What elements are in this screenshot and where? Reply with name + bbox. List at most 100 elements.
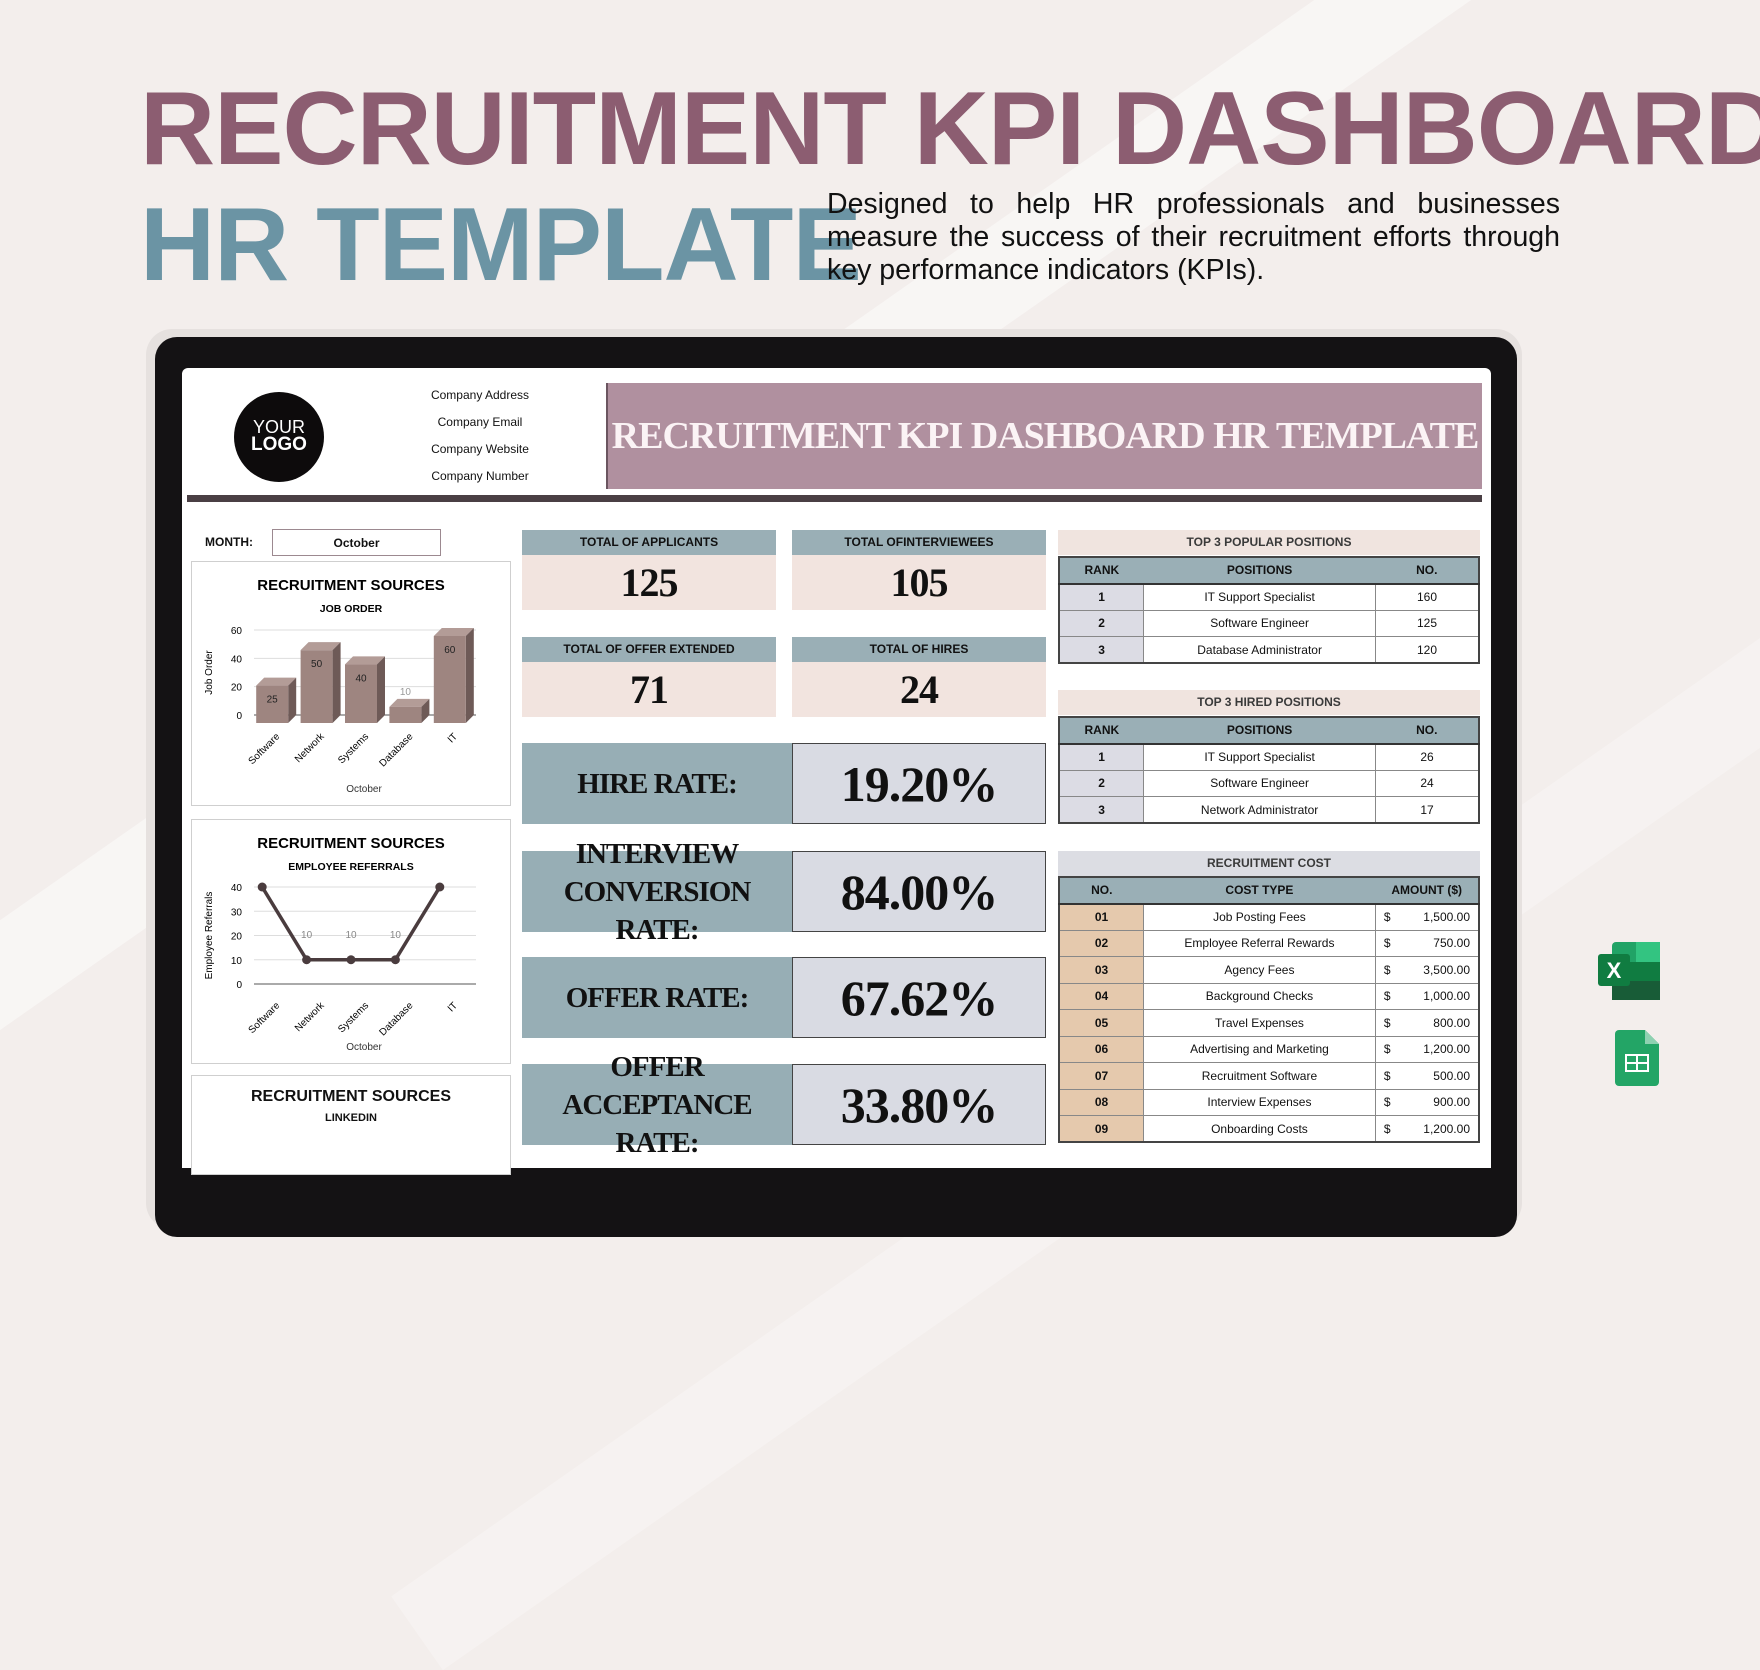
table-row: 04 Background Checks $1,000.00 (1059, 983, 1479, 1010)
hired-positions-table: RANK POSITIONS NO. 1 IT Support Specialist 26… (1058, 716, 1480, 824)
row-name: Software Engineer (1143, 610, 1377, 637)
currency-symbol: $ (1383, 910, 1391, 924)
x-tick-label: IT (446, 1000, 460, 1014)
row-name: Agency Fees (1143, 956, 1376, 984)
logo-line2: LOGO (251, 434, 307, 455)
row-amount: $3,500.00 (1375, 956, 1479, 984)
popular-positions-table: RANK POSITIONS NO. 1 IT Support Specialist 16… (1058, 556, 1480, 664)
chart-title: RECRUITMENT SOURCES (257, 835, 445, 852)
row-amount: $750.00 (1375, 930, 1479, 957)
currency-symbol: $ (1383, 989, 1391, 1004)
column-header: RANK (1059, 717, 1144, 745)
bar (256, 685, 289, 723)
row-count: 160 (1375, 583, 1479, 611)
table-row: 3 Network Administrator 17 (1059, 796, 1479, 824)
x-tick-label: Network (293, 731, 327, 765)
offer-rate-label: OFFER RATE: (522, 957, 792, 1038)
chart-title: RECRUITMENT SOURCES (257, 577, 445, 594)
x-tick-label: Software (247, 731, 283, 767)
amount-value: 900.00 (1433, 1095, 1470, 1110)
data-point (435, 882, 445, 892)
row-name: IT Support Specialist (1143, 743, 1377, 771)
amount-value: 1,000.00 (1423, 989, 1470, 1004)
bar-side (332, 642, 341, 723)
month-label: MONTH: (205, 535, 253, 549)
column-header: RANK (1059, 557, 1144, 585)
hire-rate-value: 19.20% (792, 743, 1046, 824)
company-address: Company Address (430, 388, 530, 402)
amount-value: 800.00 (1433, 1015, 1470, 1030)
kpi-value: 24 (792, 662, 1046, 717)
offer-rate-value: 67.62% (792, 957, 1046, 1038)
kpi-value: 125 (522, 555, 776, 610)
month-input[interactable]: October (272, 529, 441, 556)
x-tick-label: Network (293, 1000, 327, 1034)
interview-conversion-rate-value: 84.00% (792, 851, 1046, 932)
company-email: Company Email (437, 415, 523, 429)
y-tick-label: 0 (236, 980, 242, 991)
x-tick-label: Database (377, 731, 415, 769)
table-header-row: RANK POSITIONS NO. (1059, 557, 1479, 585)
row-number: 1 (1059, 583, 1144, 611)
bar-side (421, 698, 430, 723)
chart-subtitle: EMPLOYEE REFERRALS (288, 861, 413, 873)
table-row: 1 IT Support Specialist 26 (1059, 743, 1479, 771)
row-number: 3 (1059, 796, 1144, 824)
y-tick-label: 0 (236, 711, 242, 722)
row-amount: $1,200.00 (1375, 1115, 1479, 1143)
data-label: 10 (390, 930, 402, 941)
kpi-label: TOTAL OF APPLICANTS (522, 530, 776, 555)
row-amount: $1,500.00 (1375, 903, 1479, 931)
chart-title: RECRUITMENT SOURCES (250, 1088, 451, 1105)
logo-line1: YOUR (252, 417, 305, 437)
hired-positions-title: TOP 3 HIRED POSITIONS (1058, 690, 1480, 715)
row-name: Interview Expenses (1143, 1089, 1376, 1116)
row-amount: $500.00 (1375, 1062, 1479, 1090)
amount-value: 1,200.00 (1423, 1042, 1470, 1057)
kpi-label: TOTAL OFINTERVIEWEES (792, 530, 1046, 555)
bar (345, 664, 377, 723)
data-label: 10 (301, 930, 313, 941)
employee-referrals-line-chart: RECRUITMENT SOURCES EMPLOYEE REFERRALS 0 10… (204, 835, 476, 1053)
recruitment-cost-title: RECRUITMENT COST (1058, 851, 1480, 876)
table-row: 3 Database Administrator 120 (1059, 636, 1479, 664)
x-tick-label: Software (247, 1000, 283, 1036)
row-number: 02 (1059, 930, 1144, 957)
chart-card-job-order: RECRUITMENT SOURCES JOB ORDER 0 20 40 60 Job O… (191, 561, 511, 806)
row-name: Network Administrator (1143, 796, 1377, 824)
bar-side (377, 656, 385, 723)
row-number: 06 (1059, 1036, 1144, 1063)
y-tick-label: 20 (231, 683, 243, 694)
bar-top (300, 642, 341, 651)
table-header-row: NO. COST TYPE AMOUNT ($) (1059, 877, 1479, 905)
data-label: 25 (267, 695, 279, 706)
row-number: 01 (1059, 903, 1144, 931)
x-axis-label: October (346, 1042, 382, 1053)
row-name: Travel Expenses (1143, 1009, 1376, 1037)
table-row: 03 Agency Fees $3,500.00 (1059, 956, 1479, 984)
column-header: NO. (1375, 557, 1479, 585)
hero-title: RECRUITMENT KPI DASHBOARD (140, 71, 1760, 187)
currency-symbol: $ (1383, 1121, 1391, 1136)
row-number: 05 (1059, 1009, 1144, 1037)
x-tick-label: IT (446, 731, 460, 745)
currency-symbol: $ (1383, 1015, 1391, 1030)
data-label: 40 (355, 673, 367, 684)
row-number: 3 (1059, 636, 1144, 664)
recruitment-cost-table: NO. COST TYPE AMOUNT ($) 01 Job Posting Fees… (1058, 876, 1480, 1143)
row-number: 08 (1059, 1089, 1144, 1116)
divider (187, 495, 1482, 502)
hire-rate-label: HIRE RATE: (522, 743, 792, 824)
row-name: Job Posting Fees (1143, 903, 1376, 931)
row-number: 2 (1059, 770, 1144, 797)
google-sheets-icon (1615, 1030, 1659, 1086)
table-row: 1 IT Support Specialist 160 (1059, 583, 1479, 611)
y-tick-label: 40 (231, 654, 243, 665)
row-number: 2 (1059, 610, 1144, 637)
data-point (302, 955, 312, 965)
kpi-total-interviewees: TOTAL OFINTERVIEWEES 105 (792, 530, 1046, 610)
bar (300, 650, 333, 723)
table-row: 08 Interview Expenses $900.00 (1059, 1089, 1479, 1116)
kpi-label: TOTAL OF HIRES (792, 637, 1046, 662)
table-row: 07 Recruitment Software $500.00 (1059, 1062, 1479, 1090)
